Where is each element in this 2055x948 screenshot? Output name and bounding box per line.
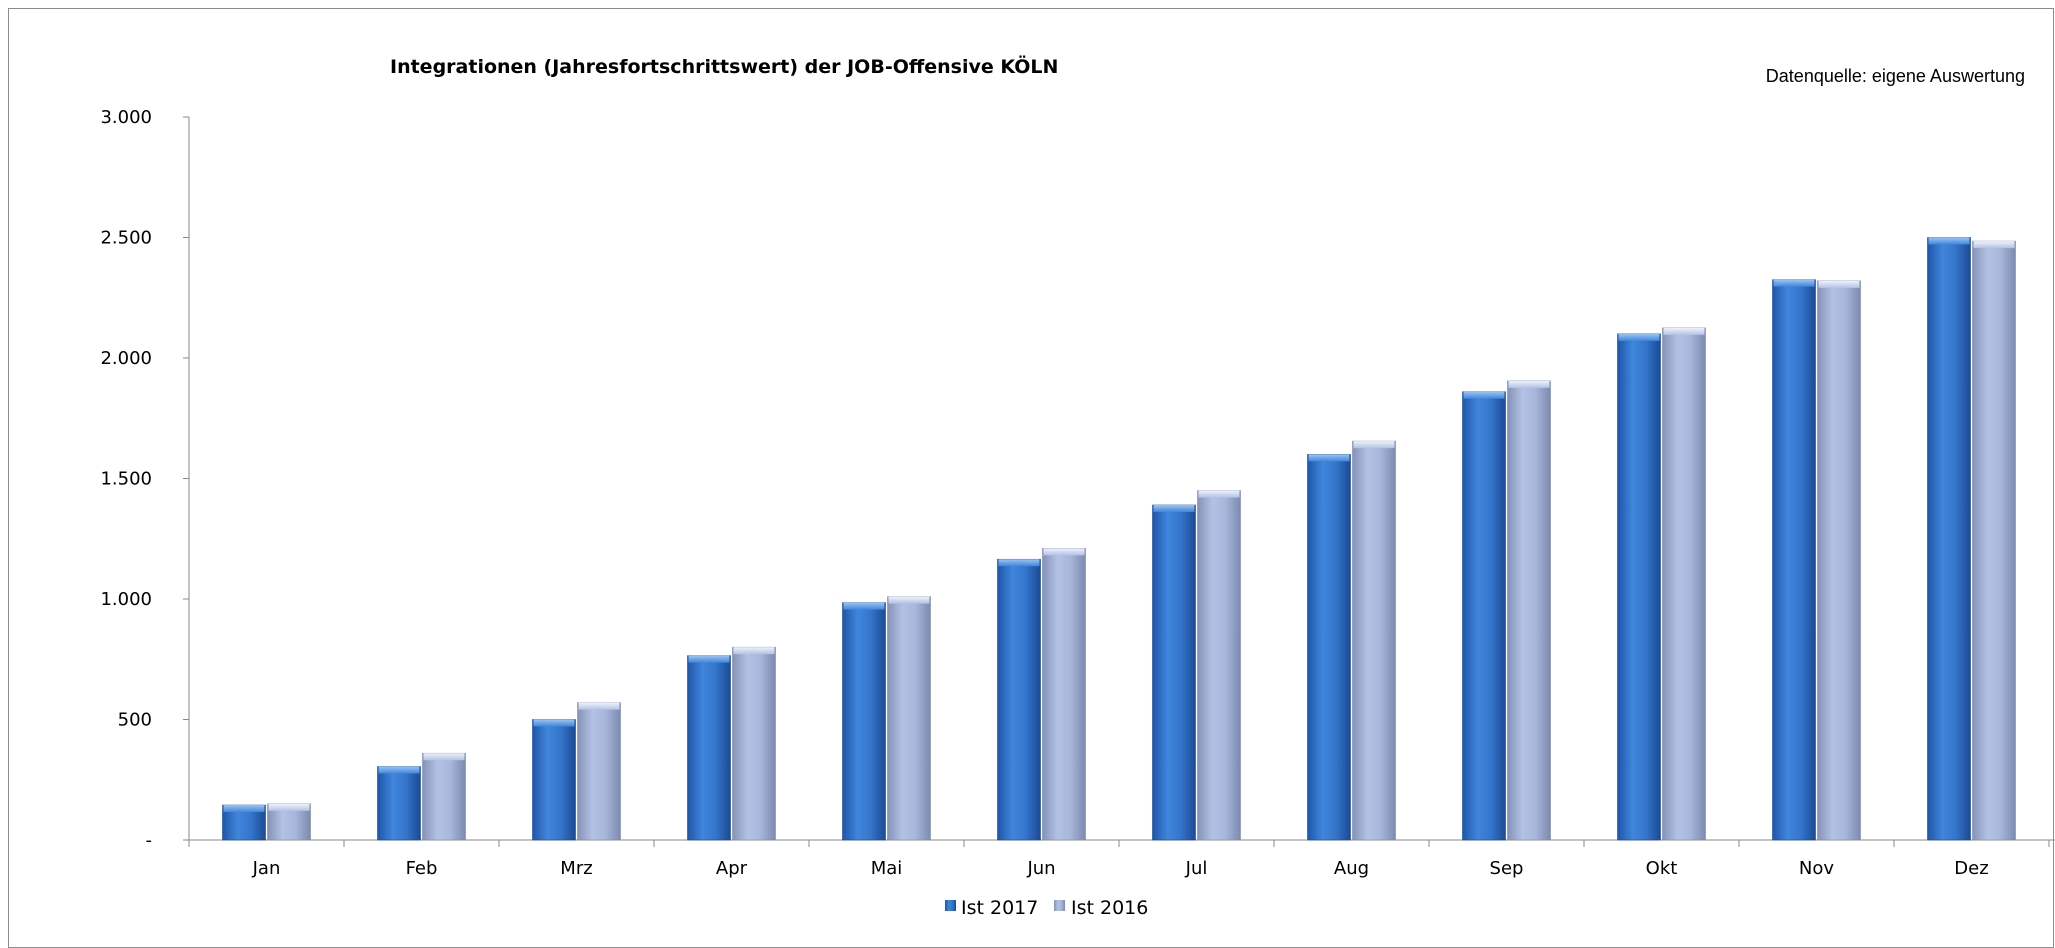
bar-cap-ist-2016	[423, 753, 465, 761]
bar-ist-2017	[532, 719, 576, 841]
x-tick-label: Nov	[1799, 858, 1834, 879]
bar-ist-2016	[732, 646, 776, 841]
bar-cap-ist-2017	[223, 805, 265, 813]
x-tick-label: Jul	[1185, 858, 1208, 879]
bar-ist-2016	[1817, 280, 1861, 841]
x-tick-label: Apr	[716, 858, 748, 879]
bar-cap-ist-2016	[1663, 327, 1705, 335]
bar-cap-ist-2017	[1308, 454, 1350, 462]
bar-ist-2016	[887, 596, 931, 841]
bar-cap-ist-2017	[1773, 279, 1815, 287]
bar-ist-2016	[1197, 490, 1241, 841]
bar-ist-2016	[1352, 440, 1396, 841]
bar-ist-2017	[842, 602, 886, 841]
y-tick-label: 2.000	[100, 348, 152, 369]
bar-cap-ist-2016	[1818, 280, 1860, 288]
bar-ist-2017	[1152, 504, 1196, 841]
y-tick-label: 2.500	[100, 228, 152, 249]
bar-cap-ist-2016	[578, 702, 620, 710]
bar-cap-ist-2016	[733, 647, 775, 655]
bar-cap-ist-2017	[688, 655, 730, 663]
y-tick-label: 1.500	[100, 469, 152, 490]
bar-cap-ist-2017	[1463, 391, 1505, 399]
bar-ist-2016	[1972, 240, 2016, 841]
y-axis: - 500 1.000 1.500 2.000 2.500 3.000	[100, 107, 190, 851]
legend-label-ist-2016: Ist 2016	[1071, 897, 1148, 919]
x-axis: Jan Feb Mrz Apr Mai Jun Jul Aug Sep Okt Nov Dez	[188, 839, 2055, 879]
bar-cap-ist-2017	[1153, 505, 1195, 513]
y-tick-label: 1.000	[100, 589, 152, 610]
bar-ist-2017	[687, 655, 731, 841]
bar-cap-ist-2016	[1973, 241, 2015, 249]
bar-ist-2016	[1042, 548, 1086, 841]
x-tick-label: Jun	[1026, 858, 1055, 879]
bar-ist-2017	[997, 558, 1041, 841]
bar-cap-ist-2016	[1198, 490, 1240, 498]
bar-cap-ist-2017	[1928, 237, 1970, 245]
bar-cap-ist-2016	[888, 596, 930, 604]
bar-cap-ist-2016	[1353, 441, 1395, 449]
legend-swatch-ist-2016	[1054, 900, 1065, 911]
bar-ist-2017	[1617, 333, 1661, 841]
bar-ist-2017	[1462, 391, 1506, 841]
y-tick-label: 500	[118, 710, 152, 731]
bar-ist-2017	[1307, 454, 1351, 841]
bar-ist-2017	[1927, 237, 1971, 841]
bar-cap-ist-2016	[1508, 380, 1550, 388]
bar-cap-ist-2017	[378, 766, 420, 774]
bar-ist-2017	[377, 766, 421, 841]
legend-label-ist-2017: Ist 2017	[961, 897, 1038, 919]
x-tick-label: Mai	[871, 858, 903, 879]
legend-swatch-ist-2017	[945, 900, 956, 911]
bar-cap-ist-2016	[268, 803, 310, 811]
bars	[222, 237, 2016, 841]
y-tick-label: 3.000	[100, 107, 152, 128]
y-tick-label: -	[146, 830, 153, 851]
x-tick-label: Jan	[252, 858, 281, 879]
x-tick-label: Okt	[1646, 858, 1678, 879]
bar-cap-ist-2017	[998, 559, 1040, 567]
bar-ist-2016	[577, 702, 621, 841]
x-tick-label: Dez	[1954, 858, 1988, 879]
bar-cap-ist-2017	[1618, 333, 1660, 341]
bar-cap-ist-2017	[533, 719, 575, 727]
x-tick-label: Feb	[406, 858, 438, 879]
bar-ist-2016	[1662, 327, 1706, 841]
legend: Ist 2017 Ist 2016	[945, 897, 1148, 919]
chart-title: Integrationen (Jahresfortschrittswert) d…	[390, 54, 1058, 78]
bar-cap-ist-2017	[843, 602, 885, 610]
x-tick-label: Mrz	[560, 858, 592, 879]
x-tick-label: Sep	[1490, 858, 1524, 879]
bar-ist-2017	[1772, 279, 1816, 841]
x-tick-label: Aug	[1334, 858, 1369, 879]
bar-cap-ist-2016	[1043, 548, 1085, 556]
bar-ist-2016	[422, 752, 466, 841]
source-note: Datenquelle: eigene Auswertung	[1766, 66, 2025, 86]
bar-ist-2016	[1507, 380, 1551, 841]
